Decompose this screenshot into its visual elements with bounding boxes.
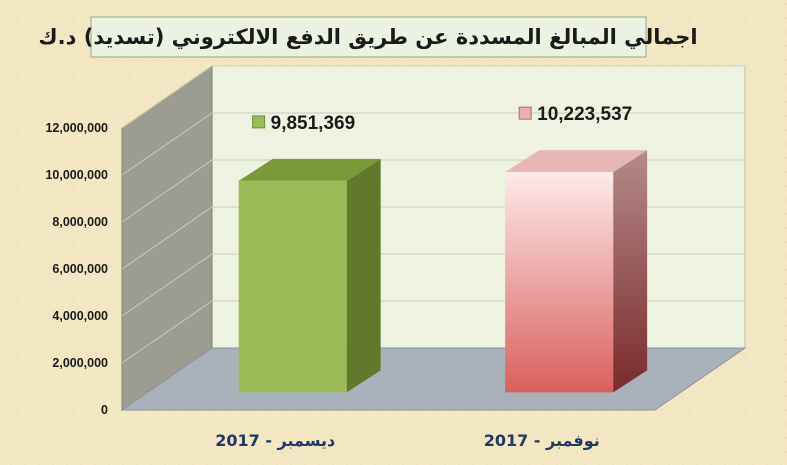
bar-top: [238, 158, 381, 181]
bar-side: [346, 158, 381, 393]
data-labels: 9,851,369 10,223,537: [252, 104, 632, 134]
y-tick-label: 0: [101, 403, 108, 417]
category-label: ديسمبر - 2017: [215, 431, 335, 450]
data-label-text: 10,223,537: [537, 104, 632, 125]
x-axis-categories: ديسمبر - 2017 نوفمبر - 2017: [215, 431, 600, 450]
gridline: [121, 112, 745, 176]
bar-side: [613, 150, 648, 393]
y-tick-label: 4,000,000: [52, 309, 108, 323]
category-label: نوفمبر - 2017: [484, 431, 600, 450]
bar-top: [505, 150, 648, 173]
gridline: [121, 65, 745, 129]
y-tick-label: 6,000,000: [52, 262, 108, 276]
y-tick-label: 8,000,000: [52, 215, 108, 229]
y-axis-ticks: 0 2,000,000 4,000,000 6,000,000 8,000,000 10,…: [45, 121, 108, 417]
title-box: [90, 16, 647, 58]
y-tick-label: 10,000,000: [45, 168, 108, 182]
chart-walls: [120, 65, 747, 411]
data-label-1: 9,851,369: [252, 113, 356, 134]
legend-key: [252, 115, 266, 129]
legend-key: [518, 106, 532, 120]
y-tick-label: 12,000,000: [45, 121, 108, 135]
bar-front: [505, 172, 614, 393]
bar-1: [238, 158, 381, 393]
data-label-2: 10,223,537: [518, 104, 632, 125]
y-tick-label: 2,000,000: [52, 356, 108, 370]
data-label-text: 9,851,369: [271, 113, 356, 134]
bar-series: [238, 150, 648, 393]
floor: [120, 347, 747, 411]
bar-front: [238, 180, 347, 393]
chart-title: اجمالي المبالغ المسددة عن طريق الدفع الا…: [38, 25, 697, 49]
bar-2: [505, 150, 648, 393]
